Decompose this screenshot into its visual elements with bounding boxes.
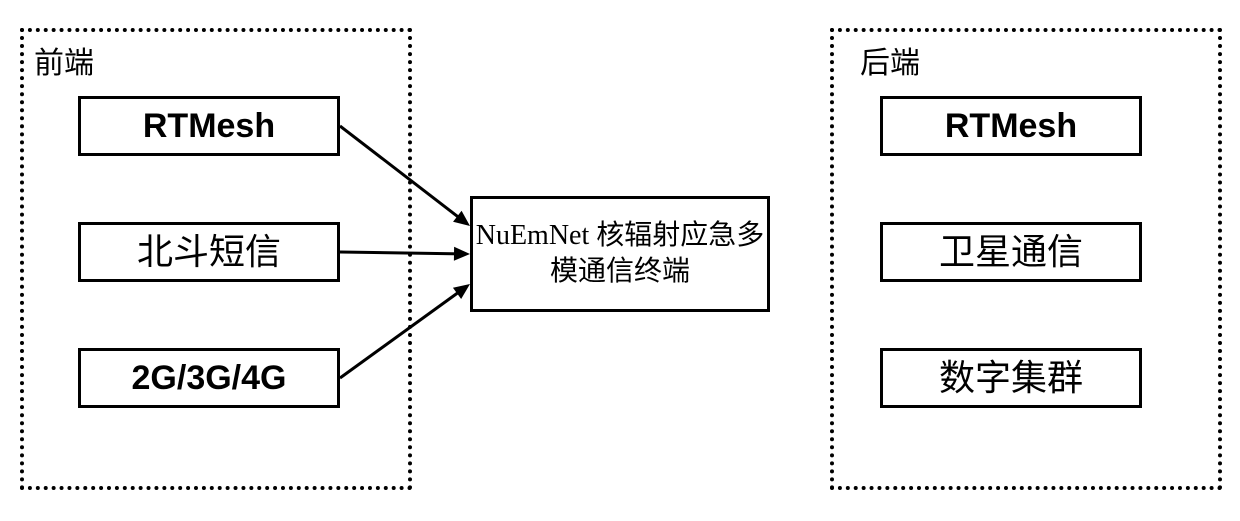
node-label: 北斗短信 (137, 229, 281, 276)
node-label: 2G/3G/4G (132, 356, 287, 400)
node-backend-trunk: 数字集群 (880, 348, 1142, 408)
node-label: NuEmNet 核辐射应急多模通信终端 (473, 218, 767, 291)
group-backend-label: 后端 (860, 38, 920, 82)
group-frontend-label: 前端 (34, 38, 94, 82)
diagram-canvas: 前端 后端 RTMesh 北斗短信 2G/3G/4G NuEmNet 核辐射应急… (0, 0, 1240, 521)
node-label: 数字集群 (939, 355, 1083, 402)
node-label: RTMesh (945, 104, 1077, 148)
node-label: 卫星通信 (939, 229, 1083, 276)
node-label: RTMesh (143, 104, 275, 148)
node-frontend-rtmesh: RTMesh (78, 96, 340, 156)
node-frontend-2g3g4g: 2G/3G/4G (78, 348, 340, 408)
node-frontend-beidou: 北斗短信 (78, 222, 340, 282)
node-backend-satcom: 卫星通信 (880, 222, 1142, 282)
node-center-nuemnet: NuEmNet 核辐射应急多模通信终端 (470, 196, 770, 312)
node-backend-rtmesh: RTMesh (880, 96, 1142, 156)
